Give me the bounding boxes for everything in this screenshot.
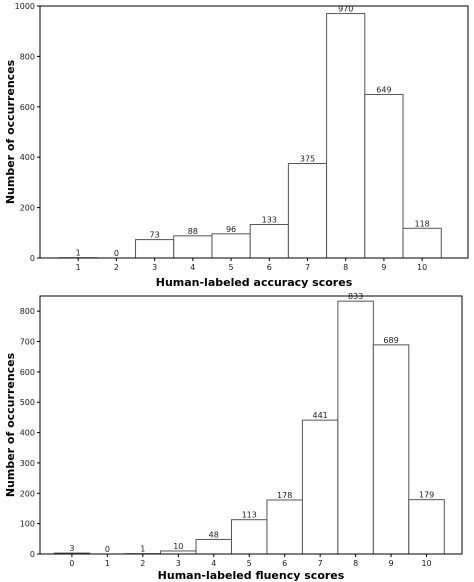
y-axis-title: Number of occurrences <box>4 59 17 204</box>
bar-9 <box>364 93 404 259</box>
x-tick-label-1: 1 <box>76 263 81 272</box>
bar-value-label-0: 3 <box>69 544 74 553</box>
bar-value-label-3: 73 <box>150 231 160 240</box>
x-tick-label-2: 2 <box>114 263 119 272</box>
bar-value-label-3: 10 <box>173 542 183 551</box>
bar-value-label-9: 649 <box>376 85 391 94</box>
bar-7 <box>287 163 328 259</box>
y-tick-label-500: 500 <box>20 398 35 407</box>
x-tick-label-8: 8 <box>343 263 348 272</box>
x-tick-label-4: 4 <box>190 263 195 272</box>
plot-frame <box>39 5 469 259</box>
bar-value-label-1: 1 <box>76 249 81 258</box>
bar-10 <box>408 499 445 555</box>
x-tick-label-9: 9 <box>381 263 386 272</box>
y-tick-label-0: 0 <box>30 550 35 559</box>
x-tick-label-8: 8 <box>353 559 358 568</box>
y-tick-label-1000: 1000 <box>15 2 35 11</box>
x-tick-label-6: 6 <box>282 559 287 568</box>
x-tick-label-6: 6 <box>267 263 272 272</box>
bar-value-label-5: 96 <box>226 225 236 234</box>
bar-value-label-2: 0 <box>114 249 119 258</box>
y-tick-label-0: 0 <box>30 254 35 263</box>
x-tick-label-0: 0 <box>69 559 74 568</box>
bar-8 <box>337 300 374 555</box>
x-tick-label-3: 3 <box>152 263 157 272</box>
y-tick-label-300: 300 <box>20 459 35 468</box>
bar-7 <box>301 419 339 555</box>
x-tick-label-2: 2 <box>140 559 145 568</box>
x-axis-title: Human-labeled fluency scores <box>158 569 345 582</box>
bar-6 <box>266 499 303 555</box>
y-tick-label-400: 400 <box>20 429 35 438</box>
x-tick-label-7: 7 <box>318 559 323 568</box>
bar-5 <box>211 233 251 259</box>
bar-value-label-7: 441 <box>313 411 328 420</box>
bar-value-label-1: 0 <box>105 545 110 554</box>
x-tick-label-1: 1 <box>105 559 110 568</box>
bar-value-label-10: 179 <box>419 491 434 500</box>
bar-5 <box>230 519 268 555</box>
plot-frame <box>39 295 463 555</box>
x-tick-label-9: 9 <box>389 559 394 568</box>
bar-3 <box>135 239 175 259</box>
y-tick-label-800: 800 <box>20 52 35 61</box>
y-tick-label-400: 400 <box>20 153 35 162</box>
bar-value-label-10: 118 <box>415 219 430 228</box>
y-tick-label-600: 600 <box>20 368 35 377</box>
y-axis-title: Number of occurrences <box>4 352 17 497</box>
bar-value-label-9: 689 <box>383 336 398 345</box>
y-tick-label-700: 700 <box>20 338 35 347</box>
bar-value-label-4: 88 <box>188 227 198 236</box>
bar-value-label-2: 1 <box>140 545 145 554</box>
bar-6 <box>249 223 289 259</box>
x-tick-label-7: 7 <box>305 263 310 272</box>
y-tick-label-800: 800 <box>20 307 35 316</box>
y-tick-label-100: 100 <box>20 520 35 529</box>
bar-4 <box>195 538 232 555</box>
bar-value-label-8: 833 <box>348 292 363 301</box>
x-tick-label-5: 5 <box>247 559 252 568</box>
x-axis-title: Human-labeled accuracy scores <box>156 276 353 289</box>
y-tick-label-600: 600 <box>20 103 35 112</box>
bar-10 <box>402 227 442 259</box>
x-tick-label-4: 4 <box>211 559 216 568</box>
bar-8 <box>326 13 366 259</box>
bar-value-label-4: 48 <box>209 530 219 539</box>
x-tick-label-5: 5 <box>229 263 234 272</box>
x-tick-label-3: 3 <box>176 559 181 568</box>
bar-9 <box>372 344 410 555</box>
bar-value-label-6: 178 <box>277 491 292 500</box>
y-tick-label-200: 200 <box>20 204 35 213</box>
bar-value-label-6: 133 <box>262 215 277 224</box>
bar-value-label-7: 375 <box>300 155 315 164</box>
bar-4 <box>173 235 213 259</box>
bar-value-label-8: 970 <box>338 5 353 14</box>
x-tick-label-10: 10 <box>417 263 427 272</box>
x-tick-label-10: 10 <box>421 559 431 568</box>
bar-value-label-5: 113 <box>242 511 257 520</box>
y-tick-label-200: 200 <box>20 489 35 498</box>
